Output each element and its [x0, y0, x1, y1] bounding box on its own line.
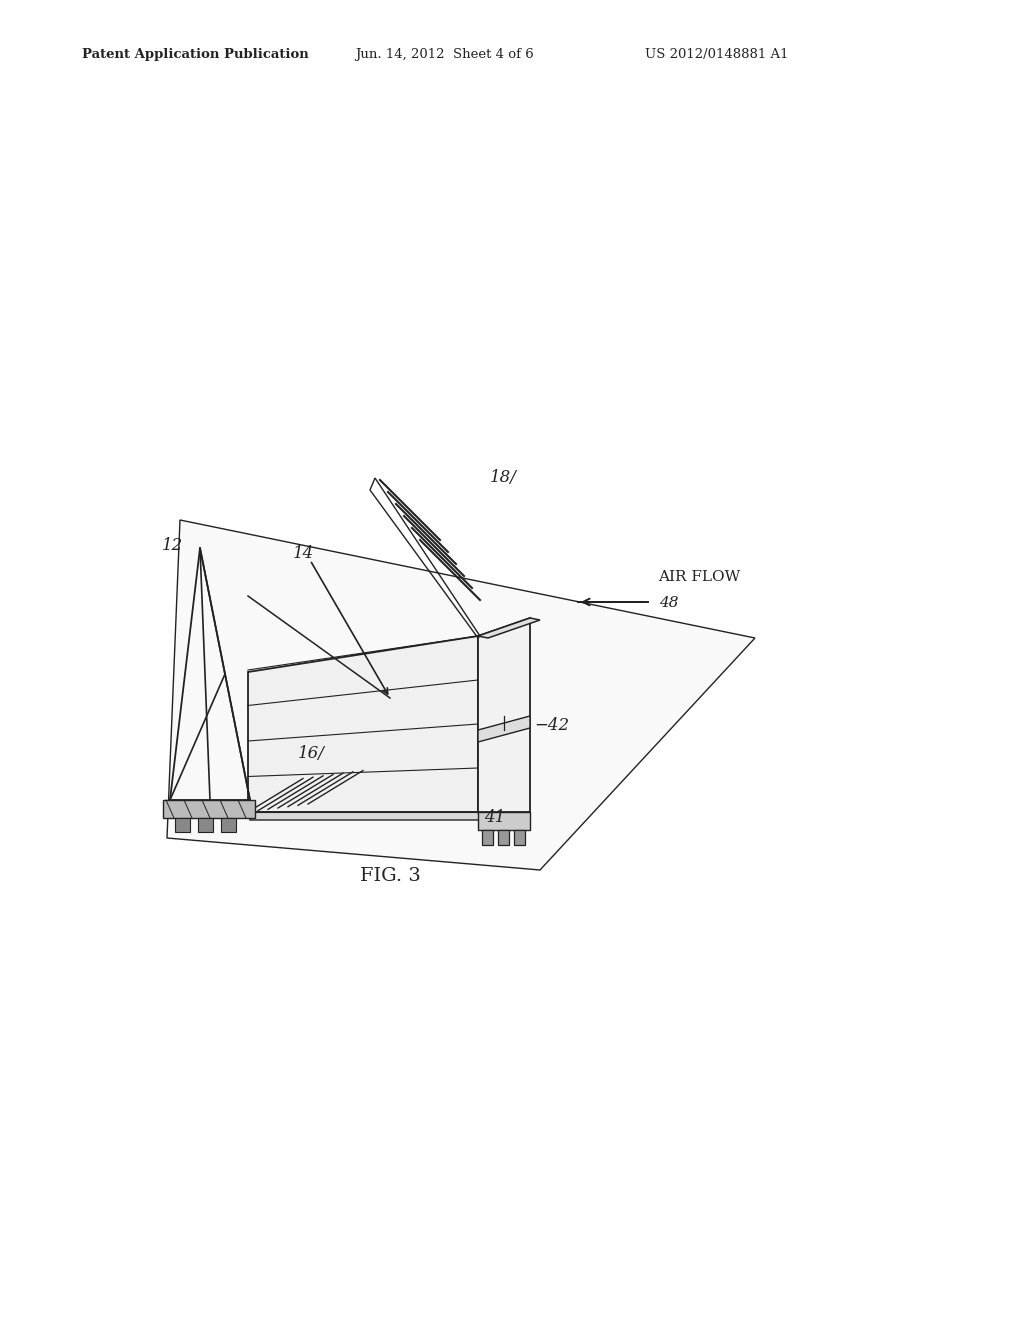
Text: US 2012/0148881 A1: US 2012/0148881 A1 [645, 48, 788, 61]
Polygon shape [248, 812, 480, 820]
Text: Jun. 14, 2012  Sheet 4 of 6: Jun. 14, 2012 Sheet 4 of 6 [355, 48, 534, 61]
Text: 48: 48 [659, 597, 679, 610]
Text: 41: 41 [484, 809, 505, 826]
Polygon shape [175, 818, 190, 832]
Polygon shape [221, 818, 236, 832]
Text: 18/: 18/ [490, 470, 517, 487]
Polygon shape [498, 830, 509, 845]
Polygon shape [163, 800, 255, 818]
Text: 14: 14 [293, 544, 314, 561]
Polygon shape [478, 715, 530, 742]
Polygon shape [198, 818, 213, 832]
Polygon shape [248, 636, 478, 812]
Text: 12: 12 [162, 536, 183, 553]
Polygon shape [478, 812, 530, 830]
Polygon shape [514, 830, 525, 845]
Text: 16/: 16/ [298, 744, 325, 762]
Polygon shape [482, 830, 493, 845]
Polygon shape [167, 520, 755, 870]
Polygon shape [478, 618, 530, 812]
Text: FIG. 3: FIG. 3 [359, 867, 421, 884]
Text: AIR FLOW: AIR FLOW [658, 570, 740, 583]
Polygon shape [478, 618, 540, 638]
Text: Patent Application Publication: Patent Application Publication [82, 48, 309, 61]
Text: −42: −42 [534, 718, 569, 734]
